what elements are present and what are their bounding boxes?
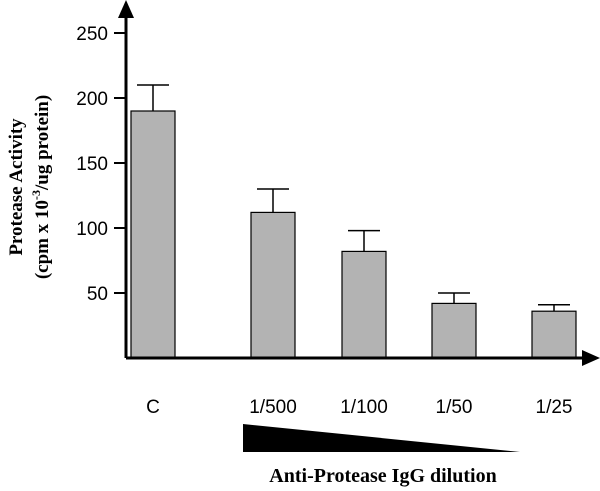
axes-group [118,0,600,366]
y-tick-label-250: 250 [76,24,108,45]
y-axis-title: Protease Activity (cpm x 10-3/ug protein… [6,95,53,279]
x-tick-label-3: 1/100 [340,397,388,418]
bar-5 [531,310,577,359]
y-axis-title-line2-prefix: (cpm x 10 [32,200,53,279]
y-tick-label-50: 50 [87,284,108,305]
y-tick-label-200: 200 [76,89,108,110]
bar-1 [130,110,176,359]
x-tick-labels-group: C 1/500 1/100 1/50 1/25 [146,397,572,418]
x-axis-title: Anti-Protease IgG dilution [269,465,496,487]
dilution-gradient-wedge [243,424,520,452]
y-ticks-group: 50 100 150 200 250 [76,24,126,305]
y-tick-label-150: 150 [76,154,108,175]
x-tick-label-5: 1/25 [536,397,573,418]
y-axis-title-line2-exponent: -3 [29,190,43,200]
y-axis-title-line2: (cpm x 10-3/ug protein) [29,95,53,279]
y-axis-title-line2-suffix: /ug protein) [32,95,53,191]
bar-3 [341,250,387,359]
bar-2 [250,211,296,359]
bar-4 [431,302,477,359]
y-axis-title-line1: Protease Activity [6,118,27,256]
x-tick-label-1: C [146,397,160,418]
bars-group [130,110,577,359]
y-tick-label-100: 100 [76,219,108,240]
x-axis-arrowhead [582,350,600,366]
x-tick-label-4: 1/50 [436,397,473,418]
error-bars-group [137,84,570,312]
x-tick-label-2: 1/500 [249,397,297,418]
y-axis-arrowhead [118,0,134,18]
